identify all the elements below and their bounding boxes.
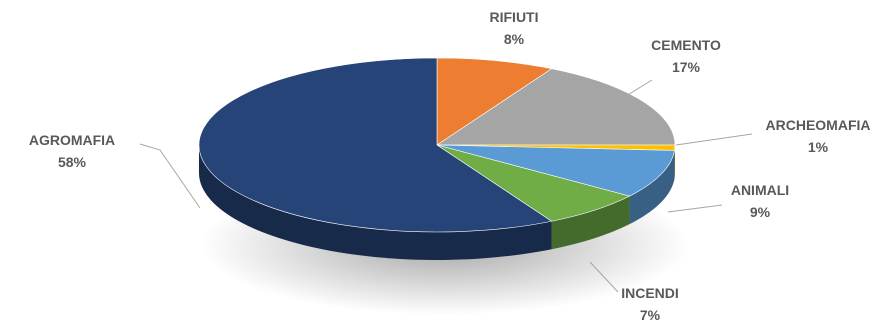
percent-cemento: 17% (672, 59, 701, 75)
slice-side-incendi (551, 196, 630, 250)
slice-animali (436, 144, 675, 197)
leader-line-cemento (625, 79, 653, 97)
label-cemento: CEMENTO (651, 37, 721, 53)
label-rifiuti: RIFIUTI (490, 9, 539, 25)
leader-line-archeomafia (675, 133, 753, 146)
pie-slices (198, 57, 676, 233)
leader-line-incendi (589, 261, 619, 293)
data-labels: RIFIUTI 8% CEMENTO 17% ARCHEOMAFIA 1% ANIMALI 9… (29, 9, 871, 321)
percent-agromafia: 58% (58, 154, 87, 170)
label-incendi: INCENDI (621, 285, 679, 301)
percent-animali: 9% (750, 204, 771, 220)
slice-side-animali (629, 150, 675, 225)
slice-rifiuti (436, 57, 553, 146)
percent-rifiuti: 8% (504, 31, 525, 47)
percent-incendi: 7% (640, 307, 661, 321)
leader-line-animali (667, 204, 723, 213)
percent-archeomafia: 1% (808, 139, 829, 155)
pie-sides (199, 145, 675, 260)
label-animali: ANIMALI (731, 182, 789, 198)
slice-incendi (436, 144, 631, 222)
label-agromafia: AGROMAFIA (29, 132, 115, 148)
leader-lines (139, 79, 753, 293)
slice-side-agromafia (199, 145, 552, 260)
slice-cemento (436, 68, 676, 146)
label-archeomafia: ARCHEOMAFIA (766, 117, 871, 133)
slice-agromafia (198, 57, 553, 233)
leader-line-agromafia (139, 143, 201, 209)
